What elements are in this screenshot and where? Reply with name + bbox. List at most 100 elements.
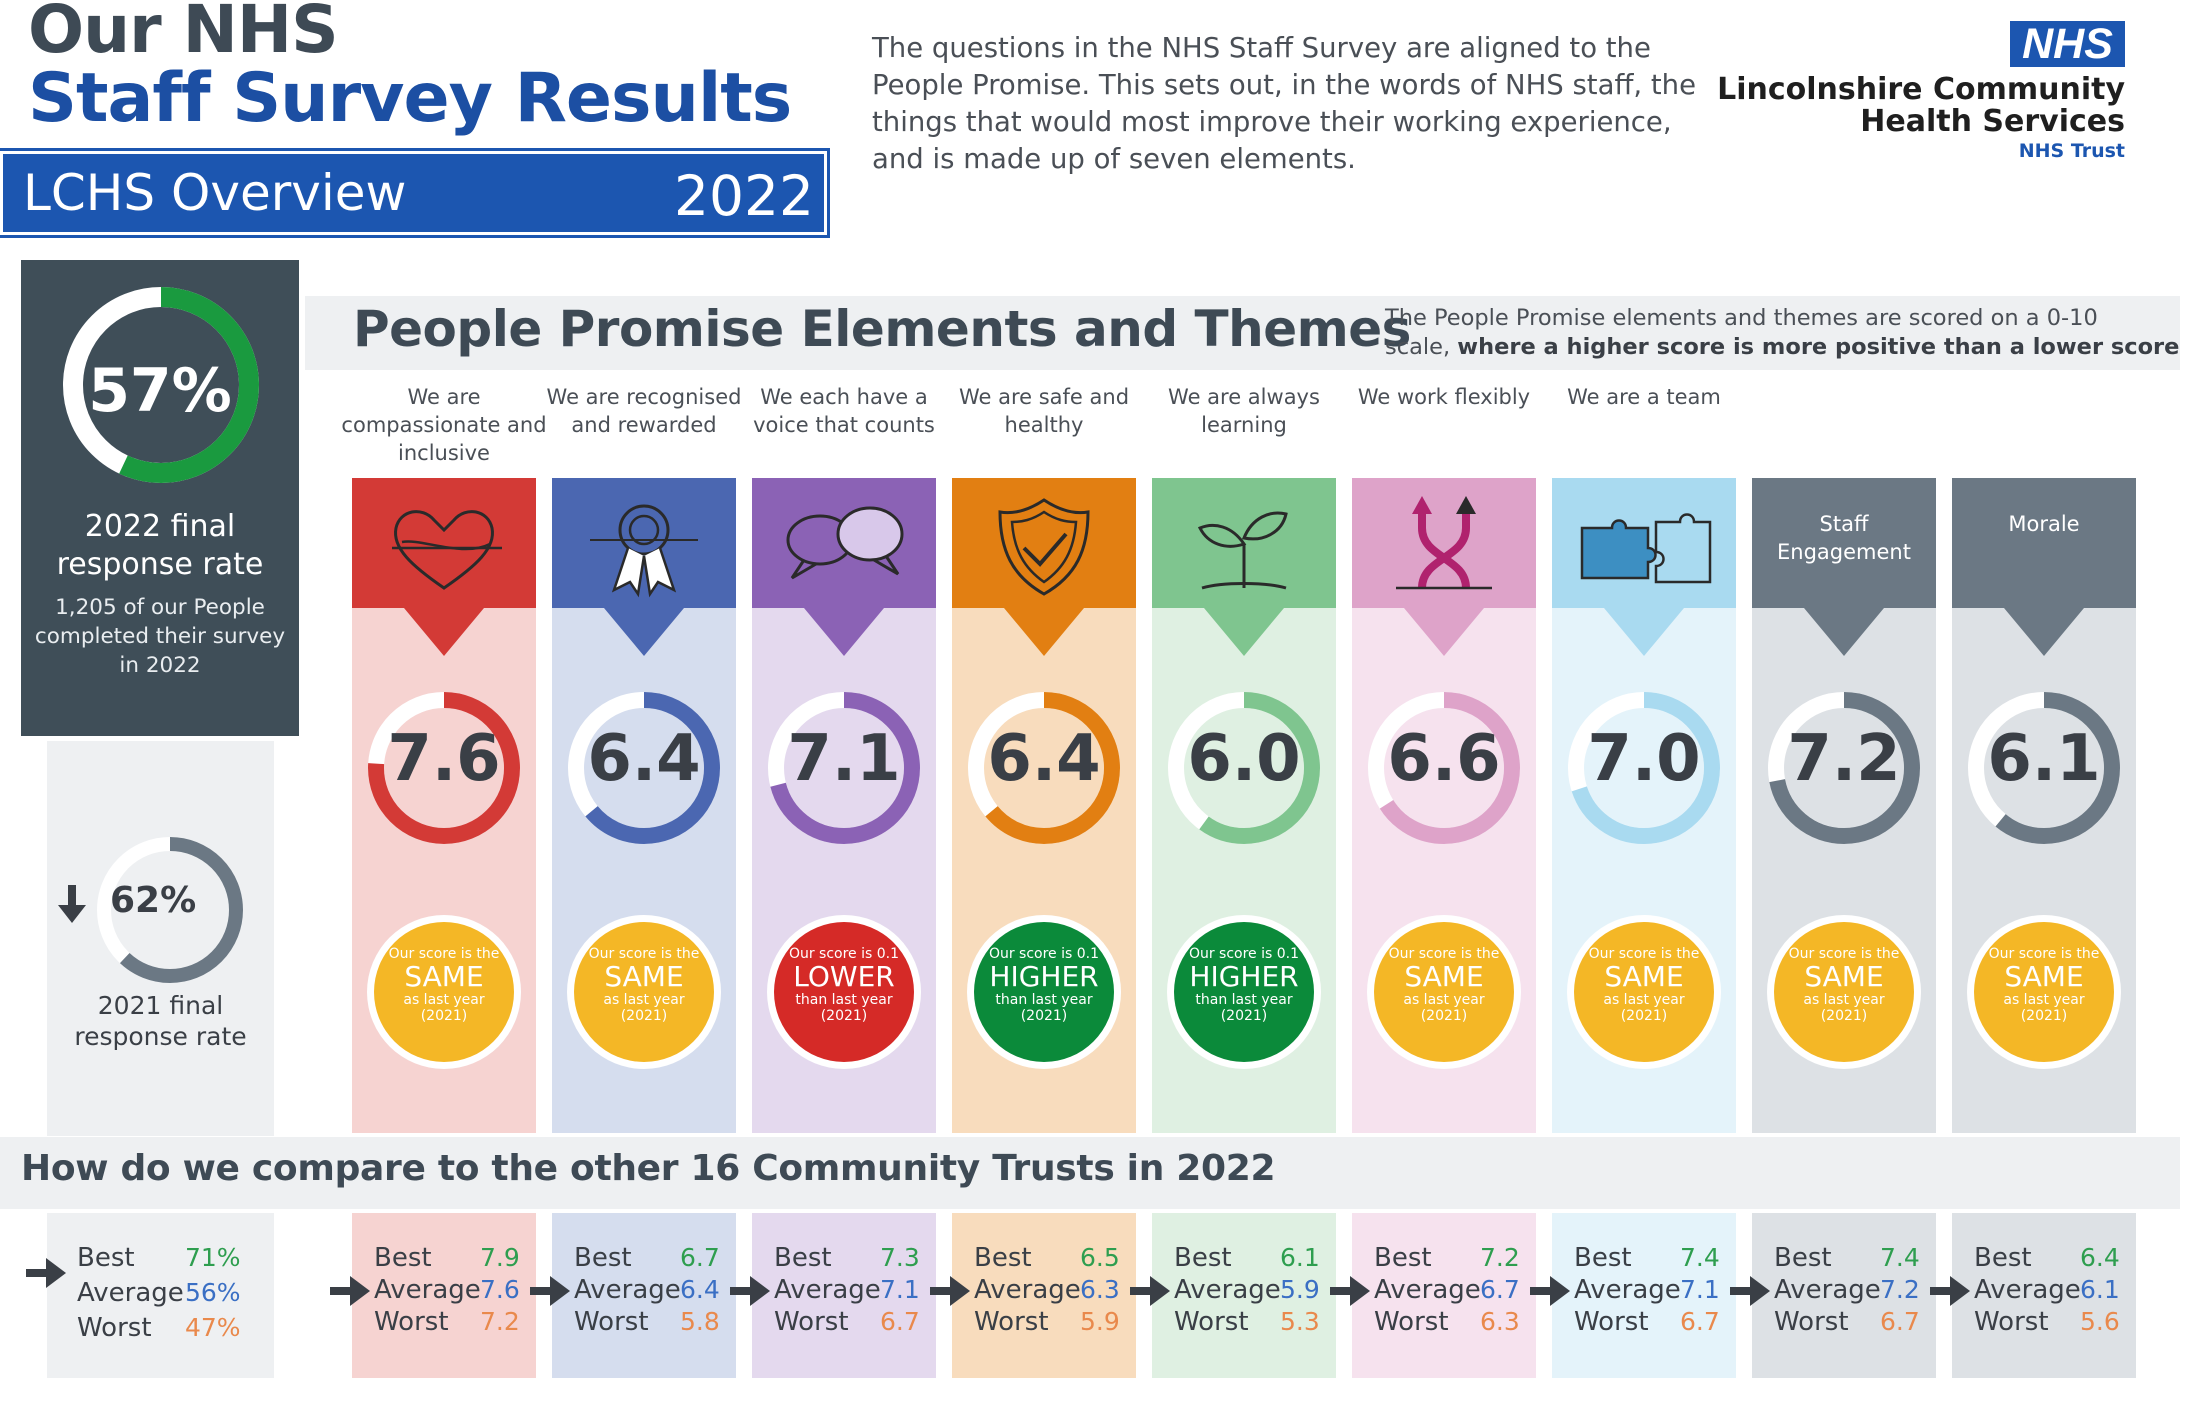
theme-label: Staff Engagement	[1777, 512, 1911, 564]
compare-average-label: Average	[1574, 1275, 1681, 1305]
overview-banner: LCHS Overview 2022	[0, 151, 827, 235]
arrow-right-icon	[1530, 1276, 1570, 1306]
compare-average-value: 6.1	[2080, 1275, 2120, 1304]
element-header	[752, 478, 936, 656]
compare-best-value: 6.5	[1080, 1243, 1120, 1272]
score-value: 7.6	[387, 722, 501, 796]
score-ring	[968, 692, 1120, 844]
badge-line-4: (2021)	[1820, 1008, 1868, 1024]
element-title: We are recognised and rewarded	[546, 385, 742, 437]
compare-average-label: Average	[774, 1275, 881, 1305]
arrow-right-icon	[530, 1276, 570, 1306]
section-note: The People Promise elements and themes a…	[1385, 304, 2179, 362]
compare-worst-value: 5.6	[2080, 1307, 2120, 1336]
score-ring	[1968, 692, 2120, 844]
badge-line-1: Our score is the	[1788, 946, 1900, 962]
compare-best-label: Best	[974, 1243, 1032, 1273]
compare-average-label: Average	[574, 1275, 681, 1305]
score-ring	[1168, 692, 1320, 844]
badge-line-1: Our score is the	[1388, 946, 1500, 962]
compare-worst-value: 7.2	[480, 1307, 520, 1336]
badge-line-3: as last year	[1803, 992, 1885, 1008]
compare-worst-value: 5.3	[1280, 1307, 1320, 1336]
element-header	[552, 478, 736, 656]
element-header	[952, 478, 1136, 656]
badge-line-4: (2021)	[1020, 1008, 1068, 1024]
compare-worst-value: 6.7	[1680, 1307, 1720, 1336]
badge-line-2: SAME	[1804, 960, 1884, 993]
compare-average-value: 56%	[185, 1278, 241, 1307]
element-title: We are safe and healthy	[958, 385, 1130, 437]
rosette-icon	[590, 504, 698, 598]
compare-best-label: Best	[1174, 1243, 1232, 1273]
section-band	[305, 296, 2180, 370]
element-title: We work flexibly	[1357, 385, 1531, 409]
compare-average-label: Average	[374, 1275, 481, 1305]
element-title: We each have a voice that counts	[753, 385, 935, 437]
change-badge: Our score is 0.1 HIGHER than last year (202…	[974, 922, 1114, 1062]
org-name-line2: Health Services	[1860, 104, 2125, 139]
puzzle-icon	[1580, 513, 1712, 584]
compare-average-label: Average	[1774, 1275, 1881, 1305]
arrow-right-icon	[730, 1276, 770, 1306]
compare-best-value: 6.7	[680, 1243, 720, 1272]
compare-average-value: 7.6	[480, 1275, 520, 1304]
previous-rate-ring	[97, 837, 243, 983]
arrow-right-icon	[930, 1276, 970, 1306]
element-header	[352, 478, 536, 656]
compare-best-label: Best	[374, 1243, 432, 1273]
response-rate-ring	[63, 287, 259, 483]
score-ring	[768, 692, 920, 844]
score-value: 6.0	[1187, 722, 1301, 796]
response-rate-value: 57%	[88, 356, 232, 426]
compare-best-label: Best	[1574, 1243, 1632, 1273]
score-ring	[368, 692, 520, 844]
previous-rate-value: 62%	[110, 880, 197, 921]
score-ring	[1568, 692, 1720, 844]
compare-box: Best 6.1 Average 5.9 Worst 5.3	[1152, 1213, 1336, 1378]
compare-box: Best 6.4 Average 6.1 Worst 5.6	[1952, 1213, 2136, 1378]
compare-average-value: 6.7	[1480, 1275, 1520, 1304]
section-note-bold: where a higher score is more positive th…	[1457, 334, 2180, 360]
compare-best-value: 7.3	[880, 1243, 920, 1272]
element-header	[1552, 478, 1736, 656]
org-name-line3: NHS Trust	[2018, 140, 2125, 162]
change-badge: Our score is the SAME as last year (2021)	[374, 922, 514, 1062]
badge-line-1: Our score is 0.1	[788, 946, 900, 962]
element-title: We are compassionate and inclusive	[341, 385, 547, 465]
section-note-plain: scale,	[1385, 334, 1458, 360]
badge-line-2: HIGHER	[1189, 960, 1299, 993]
arrow-right-icon	[1930, 1276, 1970, 1306]
score-value: 7.0	[1587, 722, 1701, 796]
compare-average-label: Average	[974, 1275, 1081, 1305]
element-header	[1152, 478, 1336, 656]
compare-worst-label: Worst	[974, 1307, 1049, 1337]
badge-line-3: as last year	[603, 992, 685, 1008]
theme-label: Morale	[2008, 512, 2080, 536]
score-value: 6.4	[987, 722, 1101, 796]
compare-best-label: Best	[1774, 1243, 1832, 1273]
badge-line-3: as last year	[1403, 992, 1485, 1008]
change-badge: Our score is the SAME as last year (2021)	[1374, 922, 1514, 1062]
badge-line-3: as last year	[1603, 992, 1685, 1008]
compare-average-label: Average	[1174, 1275, 1281, 1305]
arrow-right-icon	[1730, 1276, 1770, 1306]
badge-line-1: Our score is 0.1	[1188, 946, 1300, 962]
score-ring	[1368, 692, 1520, 844]
banner-label: LCHS Overview	[23, 164, 407, 222]
badge-line-3: than last year	[995, 992, 1093, 1008]
section-note-line1: The People Promise elements and themes a…	[1385, 305, 2098, 331]
shield-check-icon	[998, 498, 1090, 596]
compare-worst-label: Worst	[574, 1307, 649, 1337]
compare-box: Best 6.5 Average 6.3 Worst 5.9	[952, 1213, 1136, 1378]
badge-line-3: than last year	[795, 992, 893, 1008]
compare-best-value: 7.9	[480, 1243, 520, 1272]
badge-line-2: SAME	[1604, 960, 1684, 993]
badge-line-4: (2021)	[2020, 1008, 2068, 1024]
compare-best-value: 6.1	[1280, 1243, 1320, 1272]
score-value: 6.6	[1387, 722, 1501, 796]
change-badge: Our score is the SAME as last year (2021)	[1574, 922, 1714, 1062]
compare-average-value: 6.3	[1080, 1275, 1120, 1304]
compare-band	[0, 1137, 2180, 1209]
badge-line-2: SAME	[404, 960, 484, 993]
